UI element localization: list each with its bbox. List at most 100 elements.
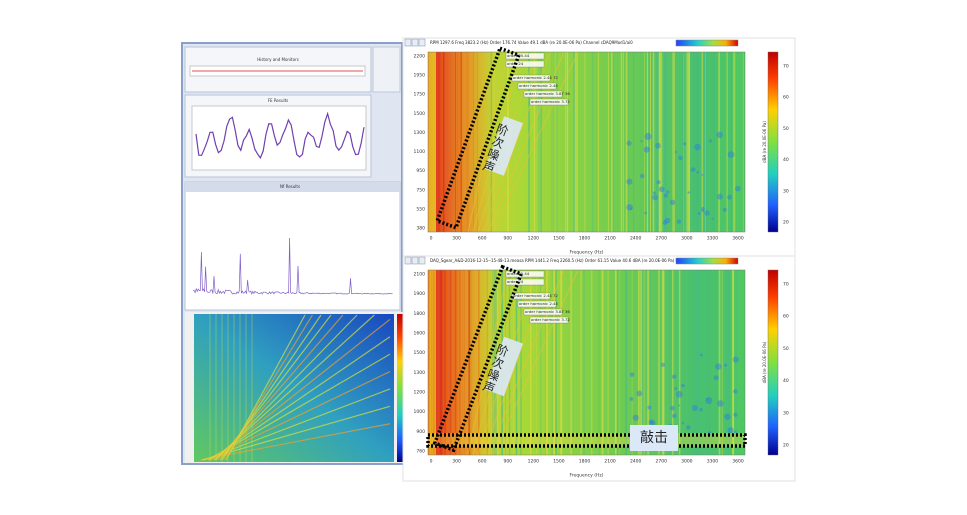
x-tick-label: 600 <box>478 236 487 242</box>
heatmap-spot <box>644 211 648 215</box>
heatmap-stripe <box>616 270 619 455</box>
heatmap-stripe <box>732 270 735 455</box>
heatmap-stripe <box>486 270 489 455</box>
heatmap-spot <box>658 186 665 193</box>
heatmap-stripe <box>730 52 733 232</box>
x-tick-label: 1500 <box>553 236 565 242</box>
heatmap-stripe <box>686 52 688 232</box>
streak <box>225 314 306 461</box>
heatmap-stripe <box>672 270 674 455</box>
order-label: order harmonic 2.44 <box>519 83 558 88</box>
heatmap-stripe <box>683 52 684 232</box>
heatmap-stripe <box>453 270 455 455</box>
heatmap-stripe <box>553 270 555 455</box>
heatmap-spot <box>671 374 677 379</box>
heatmap-stripe <box>454 270 456 455</box>
heatmap-stripe <box>615 270 616 455</box>
colorbar-tick-label: 60 <box>783 314 789 320</box>
streak <box>199 423 391 461</box>
y-tick-label: 1500 <box>414 350 426 356</box>
order-label-box <box>505 270 545 278</box>
heatmap-stripe <box>718 52 720 232</box>
heatmap-stripe <box>449 270 451 455</box>
x-tick-label: 1200 <box>528 459 540 465</box>
heatmap-spot <box>663 193 668 198</box>
heatmap-spot <box>686 425 691 430</box>
heatmap-stripe <box>591 270 593 455</box>
x-tick-label: 600 <box>478 459 487 465</box>
heatmap-spot <box>694 143 701 151</box>
heatmap-spot <box>733 389 738 394</box>
heatmap-stripe <box>490 52 492 232</box>
heatmap-stripe <box>545 270 548 455</box>
heatmap-stripe <box>721 270 723 455</box>
heatmap-stripe <box>449 270 452 455</box>
heatmap-stripe <box>468 270 471 455</box>
y-tick-label: 1200 <box>414 390 426 396</box>
streak <box>211 318 391 461</box>
heatmap-spot <box>681 383 685 388</box>
order-line <box>487 51 565 233</box>
streak <box>203 388 391 461</box>
heatmap-stripe <box>650 52 652 232</box>
heatmap-spot <box>717 400 724 407</box>
heatmap-stripe <box>704 52 706 232</box>
heatmap-stripe <box>580 270 582 455</box>
heatmap-spot <box>664 217 671 224</box>
heatmap-stripe <box>728 52 730 232</box>
heatmap-stripe <box>650 52 653 232</box>
heatmap-stripe <box>658 270 660 455</box>
order-label-box <box>517 300 557 308</box>
order-label-box <box>523 308 563 316</box>
y-tick-label: 1900 <box>414 291 426 297</box>
heatmap-spot <box>683 142 687 146</box>
toolbar-button <box>411 38 419 47</box>
order-label-box <box>529 316 569 324</box>
heatmap-spot <box>716 193 723 200</box>
order-line <box>492 51 579 233</box>
colorbar-tick-label: 70 <box>783 64 789 70</box>
heatmap-stripe <box>658 270 660 455</box>
heatmap-stripe <box>633 52 635 232</box>
colorbar-tick-label: 40 <box>783 378 789 384</box>
order-label: order harmonic 3.72 <box>531 99 570 104</box>
heatmap-spot <box>691 405 698 412</box>
heatmap-spot <box>666 190 670 194</box>
heatmap-stripe <box>541 52 543 232</box>
order-label-box <box>529 98 569 106</box>
x-tick-label: 900 <box>503 459 512 465</box>
left-spectrogram-streaks <box>199 314 391 462</box>
heatmap-stripe <box>490 52 492 232</box>
order-line <box>492 269 579 456</box>
heatmap-stripe <box>538 52 540 232</box>
heatmap-stripe <box>428 270 430 455</box>
heatmap-stripe <box>705 270 707 455</box>
y-tick-label: 550 <box>416 206 425 212</box>
x-tick-label: 2400 <box>630 459 642 465</box>
heatmap-stripe <box>573 52 575 232</box>
heatmap-stripe <box>445 52 446 232</box>
fe-curve <box>195 111 365 160</box>
heatmap-stripe <box>439 270 442 455</box>
heatmap-stripe <box>491 270 493 455</box>
heatmap-stripe <box>442 52 445 232</box>
heatmap-spot <box>629 397 634 401</box>
x-tick-label: 1800 <box>579 459 591 465</box>
order-line <box>467 269 509 456</box>
y-tick-label: 2200 <box>414 54 426 60</box>
fe-plot <box>191 105 367 171</box>
heatmap-stripe <box>466 52 468 232</box>
order-label-box <box>505 52 545 60</box>
heatmap-spot <box>640 139 643 143</box>
heatmap-stripe <box>722 270 723 455</box>
heatmap-spot <box>647 405 652 410</box>
heatmap-stripe <box>555 52 558 232</box>
colorbar-label: dBA (re 20.0E-06 Pa) <box>762 121 767 163</box>
heatmap-spot <box>652 194 658 201</box>
heatmap-spot <box>674 150 677 154</box>
heatmap-spot <box>644 133 652 140</box>
heatmap-stripe <box>661 270 663 455</box>
heatmap-stripe <box>734 52 736 232</box>
heatmap-stripe <box>672 52 675 232</box>
